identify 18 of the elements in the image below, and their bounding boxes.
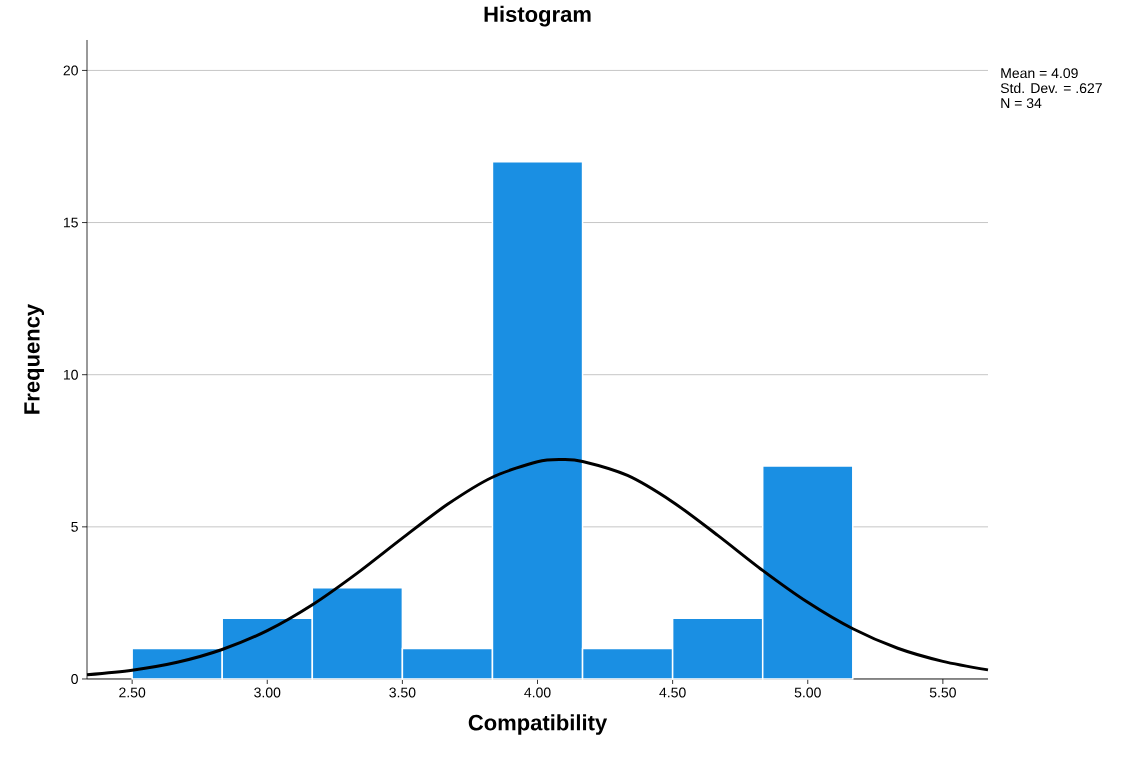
y-tick-label: 5: [71, 521, 78, 532]
text: Mean = 4.09: [1001, 68, 1078, 79]
text: Std. Dev. = .627: [1000, 82, 1102, 94]
x-tick-label: 2.50: [119, 687, 146, 698]
y-tick-label: 15: [63, 217, 78, 228]
y-tick-label: 10: [63, 369, 78, 380]
x-tick-label: 3.00: [254, 687, 281, 698]
text: N = 34: [1001, 98, 1042, 109]
chart-title: Histogram: [484, 5, 591, 27]
x-tick-label: 4.50: [659, 687, 686, 698]
x-tick-label: 3.50: [389, 687, 416, 698]
x-axis-title: Compatibility: [468, 714, 608, 735]
x-tick-label: 4.00: [524, 687, 551, 698]
x-tick-label: 5.00: [794, 687, 821, 698]
y-tick-label: 20: [63, 65, 78, 76]
y-tick-label: 0: [71, 674, 78, 684]
y-axis-title: Frequency: [24, 303, 45, 414]
x-tick-label: 5.50: [929, 687, 956, 698]
